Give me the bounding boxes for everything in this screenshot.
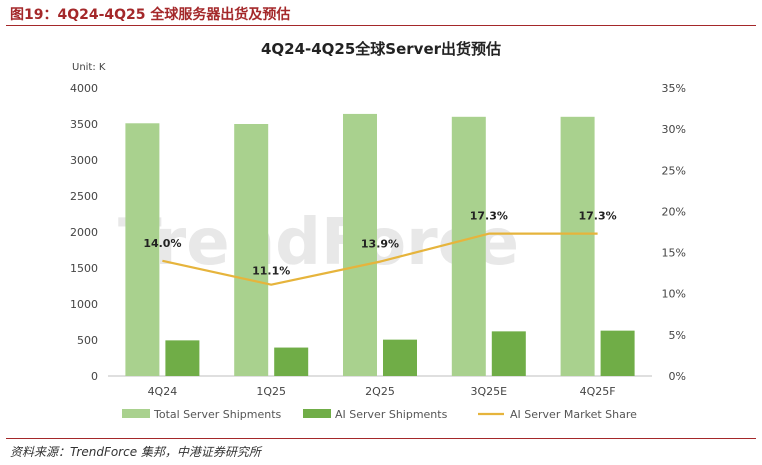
y-tick-label: 500	[77, 334, 98, 347]
bar-ai-server-shipments	[274, 347, 309, 376]
unit-label: Unit: K	[72, 62, 106, 73]
data-label-market-share: 17.3%	[470, 210, 508, 223]
bar-ai-server-shipments	[491, 331, 526, 376]
y-tick-label: 3000	[70, 154, 98, 167]
y2-tick-label: 35%	[662, 82, 686, 95]
y2-tick-label: 0%	[669, 370, 686, 383]
bar-total-server-shipments	[560, 116, 595, 377]
x-tick-label: 4Q25F	[580, 385, 616, 398]
bottom-rule	[6, 438, 756, 439]
bar-total-server-shipments	[343, 113, 377, 377]
top-rule	[6, 25, 756, 26]
legend-label: Total Server Shipments	[153, 408, 282, 421]
y-tick-label: 2500	[70, 190, 98, 203]
data-label-market-share: 17.3%	[579, 210, 617, 223]
legend-swatch	[122, 409, 150, 418]
x-tick-label: 3Q25E	[470, 385, 507, 398]
y-tick-label: 3500	[70, 118, 98, 131]
y-tick-label: 0	[91, 370, 98, 383]
figure-title: 图19：4Q24-4Q25 全球服务器出货及预估	[10, 7, 291, 23]
y2-tick-label: 5%	[669, 329, 686, 342]
chart-title: 4Q24-4Q25全球Server出货预估	[261, 40, 501, 58]
bar-total-server-shipments	[125, 123, 160, 376]
legend-label: AI Server Market Share	[510, 408, 637, 421]
y2-tick-label: 15%	[662, 247, 686, 260]
y2-tick-label: 25%	[662, 164, 686, 177]
y2-tick-label: 30%	[662, 123, 686, 136]
legend-swatch	[303, 409, 331, 418]
data-label-market-share: 13.9%	[361, 238, 399, 251]
data-label-market-share: 14.0%	[143, 237, 181, 250]
bar-total-server-shipments	[451, 116, 486, 377]
bar-ai-server-shipments	[165, 340, 200, 376]
y-tick-label: 4000	[70, 82, 98, 95]
chart: TrendForce 4Q24-4Q25全球Server出货预估 Unit: K…	[70, 40, 686, 421]
legend-label: AI Server Shipments	[335, 408, 448, 421]
bar-ai-server-shipments	[600, 330, 635, 376]
bar-total-server-shipments	[234, 124, 269, 376]
y-tick-label: 1000	[70, 298, 98, 311]
x-tick-label: 2Q25	[365, 385, 395, 398]
data-label-market-share: 11.1%	[252, 265, 290, 278]
x-tick-label: 1Q25	[256, 385, 286, 398]
y-tick-label: 1500	[70, 262, 98, 275]
y2-tick-label: 10%	[662, 288, 686, 301]
line-ai-server-market-share	[162, 232, 598, 286]
plot-area: 0 500 1000 1500 2000 2500 3000 3500 4000 0% 5% 10% 1…	[70, 82, 686, 421]
source-note: 资料来源：TrendForce 集邦，中港证券研究所	[10, 445, 261, 459]
x-tick-label: 4Q24	[148, 385, 178, 398]
y-tick-label: 2000	[70, 226, 98, 239]
y2-tick-label: 20%	[662, 205, 686, 218]
bar-ai-server-shipments	[383, 339, 417, 376]
